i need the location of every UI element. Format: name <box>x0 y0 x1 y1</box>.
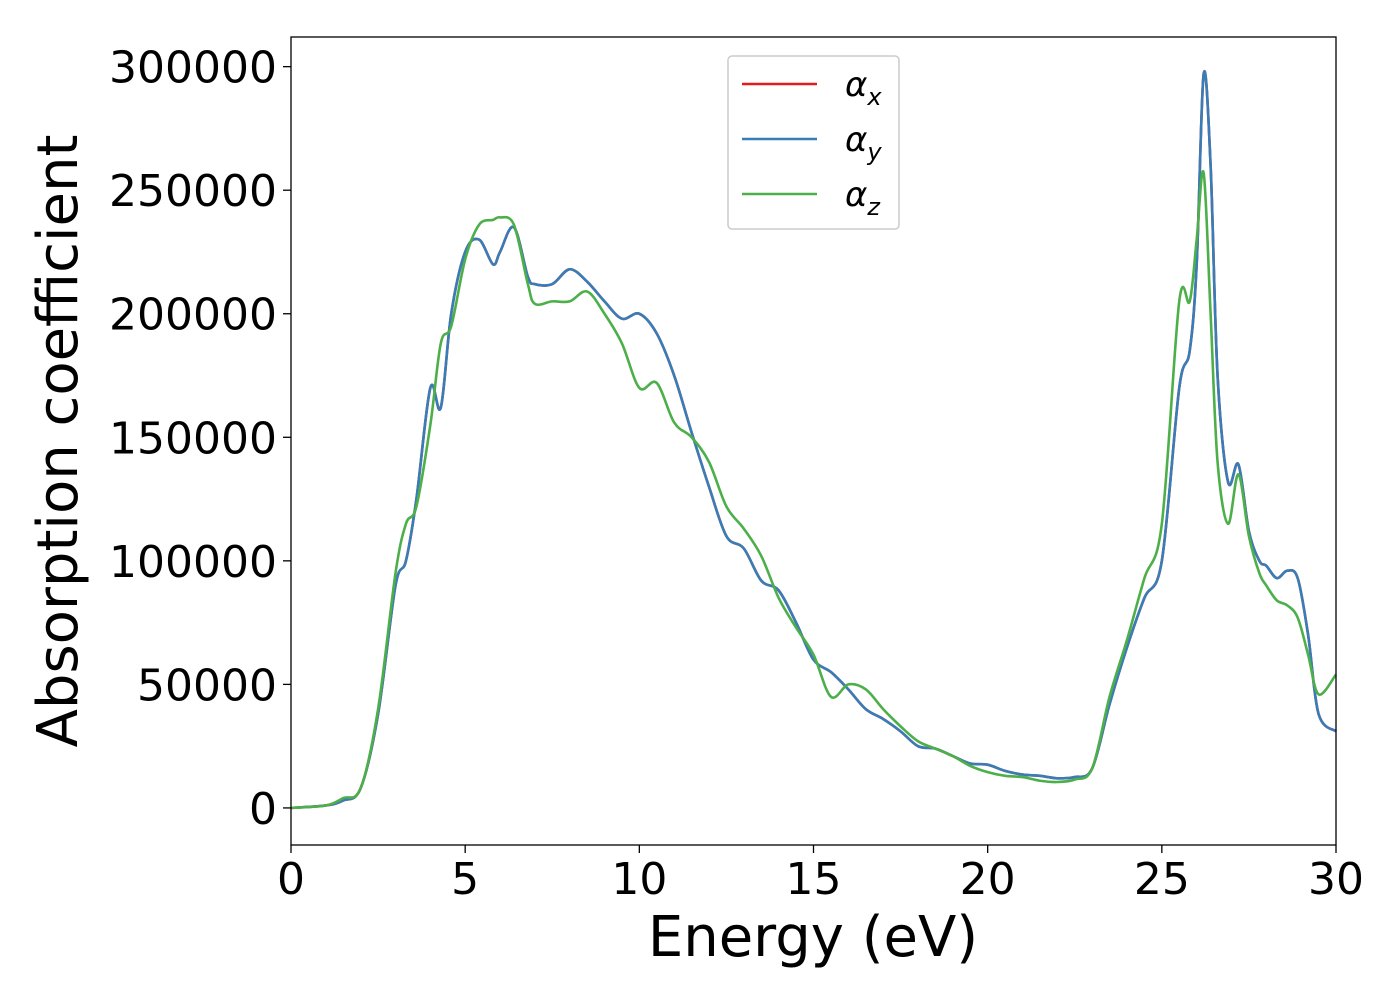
series-line-z <box>290 169 1338 810</box>
y-tick-label: 0 <box>249 784 277 835</box>
legend-frame <box>727 55 900 230</box>
series-curves <box>290 70 1338 810</box>
y-tick-label: 50000 <box>137 660 277 711</box>
x-tick-label: 0 <box>277 854 305 905</box>
x-tick-label: 30 <box>1308 854 1364 905</box>
x-axis: 0 5 10 15 20 25 30 <box>277 845 1364 905</box>
x-tick-label: 15 <box>786 854 842 905</box>
x-tick-label: 25 <box>1134 854 1190 905</box>
x-tick-label: 10 <box>611 854 667 905</box>
y-tick-label: 150000 <box>109 413 277 464</box>
legend-label-x: αx <box>845 65 882 111</box>
y-axis-title: Absorption coefficient <box>26 135 91 748</box>
legend: αx αy αz <box>727 55 900 230</box>
y-tick-label: 100000 <box>109 537 277 588</box>
x-axis-title: Energy (eV) <box>648 905 978 970</box>
y-tick-label: 250000 <box>109 166 277 217</box>
legend-label-y: αy <box>845 120 882 166</box>
y-tick-label: 300000 <box>109 43 277 94</box>
x-tick-label: 20 <box>960 854 1016 905</box>
x-tick-label: 5 <box>451 854 479 905</box>
y-axis: 0 50000 100000 150000 200000 250000 300000 <box>109 43 291 835</box>
legend-label-z: αz <box>845 175 881 221</box>
y-tick-label: 200000 <box>109 290 277 341</box>
